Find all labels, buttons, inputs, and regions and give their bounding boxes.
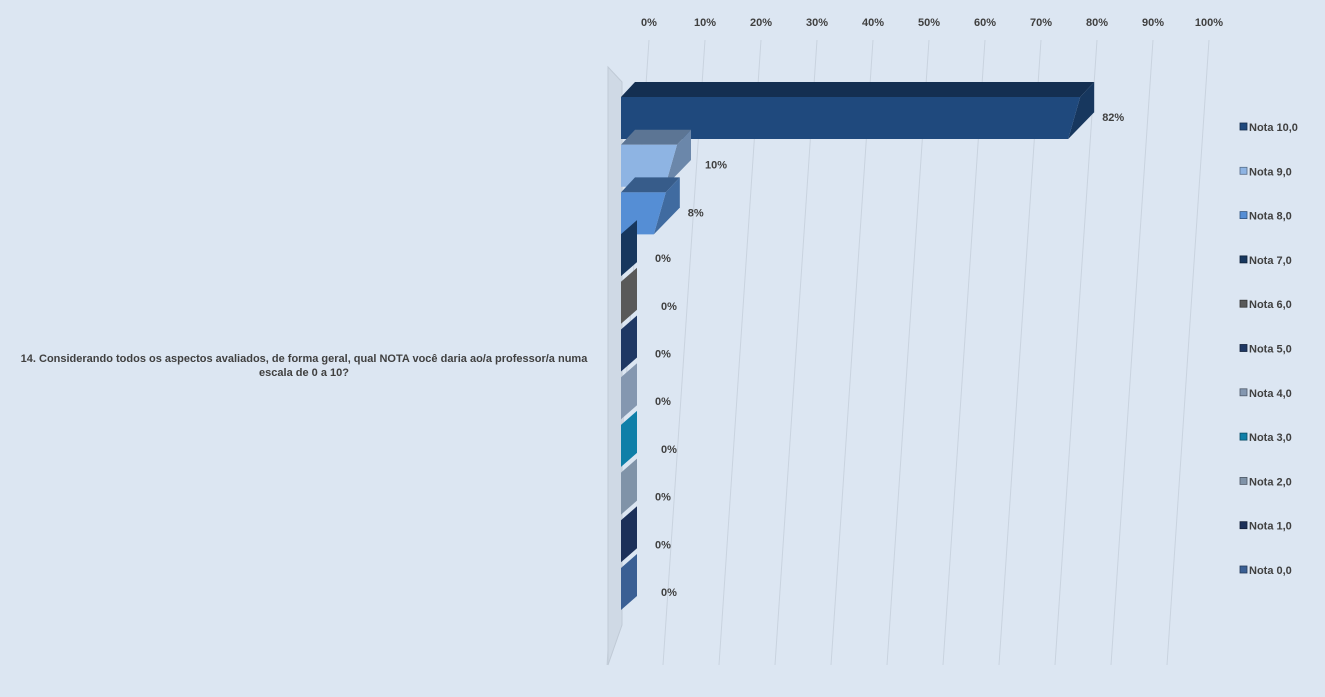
bar [621, 458, 637, 515]
gridline [1166, 39, 1210, 666]
legend-swatch [1239, 521, 1248, 530]
data-label: 0% [661, 444, 677, 456]
bar-top-face [621, 177, 680, 193]
bar-top-face [621, 82, 1095, 97]
bar [621, 506, 637, 563]
x-tick-label: 30% [806, 17, 828, 29]
legend-swatch [1239, 388, 1248, 397]
bar [621, 192, 666, 235]
gridline [830, 39, 874, 666]
bar [621, 363, 637, 420]
data-label: 0% [661, 301, 677, 313]
data-label: 82% [1102, 112, 1124, 124]
legend-swatch [1239, 255, 1248, 264]
data-label: 0% [655, 492, 671, 504]
gridline [662, 39, 706, 666]
x-tick-label: 40% [862, 17, 884, 29]
x-tick-label: 0% [641, 17, 657, 29]
category-label: 14. Considerando todos os aspectos avali… [20, 353, 588, 379]
bar [621, 144, 677, 187]
gridline [886, 39, 930, 666]
bar [621, 267, 637, 324]
data-label: 0% [655, 396, 671, 408]
x-tick-label: 20% [750, 17, 772, 29]
legend-swatch [1239, 299, 1248, 308]
legend-swatch [1239, 166, 1248, 175]
bar [621, 410, 637, 467]
legend-swatch [1239, 122, 1248, 131]
data-label: 8% [688, 207, 704, 219]
data-label: 0% [655, 349, 671, 361]
axis-wall [607, 65, 623, 666]
legend-swatch [1239, 565, 1248, 574]
data-label: 0% [655, 253, 671, 265]
legend-label: Nota 9,0 [1249, 166, 1292, 178]
bar [621, 315, 637, 372]
legend-swatch [1239, 344, 1248, 352]
legend-label: Nota 6,0 [1249, 299, 1292, 311]
legend-swatch [1239, 432, 1248, 441]
legend-label: Nota 7,0 [1249, 255, 1292, 267]
data-label: 10% [705, 160, 727, 172]
x-tick-label: 60% [974, 17, 996, 29]
legend-label: Nota 2,0 [1249, 476, 1292, 488]
x-tick-label: 70% [1030, 17, 1052, 29]
legend-label: Nota 8,0 [1249, 211, 1292, 223]
legend-swatch [1239, 211, 1248, 220]
legend-label: Nota 3,0 [1249, 432, 1292, 444]
x-tick-label: 100% [1195, 17, 1223, 29]
gridline [774, 39, 818, 666]
bar-side-face [1068, 82, 1095, 139]
legend-label: Nota 4,0 [1249, 388, 1292, 400]
legend-label: Nota 5,0 [1249, 344, 1292, 356]
legend-label: Nota 1,0 [1249, 521, 1292, 533]
data-label: 0% [661, 587, 677, 599]
legend-label: Nota 0,0 [1249, 565, 1292, 577]
x-tick-label: 90% [1142, 17, 1164, 29]
gridline [998, 39, 1042, 666]
bar [621, 97, 1081, 139]
bar-side-face [653, 177, 680, 235]
x-tick-label: 10% [694, 17, 716, 29]
x-tick-label: 80% [1086, 17, 1108, 29]
bar-top-face [621, 129, 691, 145]
data-label: 0% [655, 539, 671, 551]
legend-label: Nota 10,0 [1249, 122, 1298, 134]
legend-swatch [1239, 476, 1248, 485]
gridline [942, 39, 986, 666]
bar-side-face [665, 129, 691, 187]
gridline [1110, 39, 1154, 666]
bar [621, 554, 637, 610]
x-tick-label: 50% [918, 17, 940, 29]
gridline [718, 39, 762, 666]
gridline [1054, 39, 1098, 666]
bar [621, 220, 637, 277]
